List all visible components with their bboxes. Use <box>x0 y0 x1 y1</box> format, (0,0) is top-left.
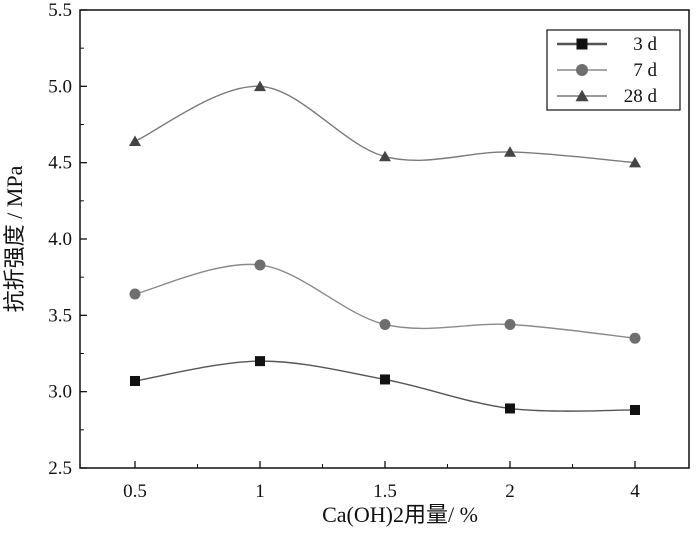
axis-ticks <box>80 9 636 469</box>
data-point <box>255 356 265 367</box>
x-tick-label: 4 <box>630 481 640 502</box>
legend: 3 d 7 d 28 d <box>546 29 681 111</box>
data-point <box>504 318 516 330</box>
data-point <box>630 404 640 415</box>
legend-label: 3 d <box>633 34 657 55</box>
x-tick-label: 1.5 <box>373 481 397 502</box>
data-point <box>130 375 140 386</box>
y-tick-label: 2.5 <box>48 458 72 479</box>
data-point <box>129 135 141 147</box>
data-point <box>629 332 641 344</box>
legend-label: 28 d <box>624 86 658 107</box>
y-tick-labels: 2.5 3.0 3.5 4.0 4.5 5.0 5.5 <box>48 0 72 479</box>
x-tick-label: 1 <box>255 481 265 502</box>
x-tick-label: 0.5 <box>123 481 147 502</box>
data-point <box>505 403 515 414</box>
series-markers <box>129 80 641 415</box>
legend-marker <box>576 64 588 76</box>
x-tick-labels: 0.5 1 1.5 2 4 <box>123 481 640 502</box>
y-tick-label: 3.5 <box>48 305 72 326</box>
series-line-0 <box>134 360 636 412</box>
data-point <box>380 374 390 385</box>
data-point <box>504 146 516 157</box>
legend-marker <box>575 89 589 102</box>
data-point <box>629 156 641 168</box>
legend-marker <box>576 38 588 50</box>
y-tick-label: 4.5 <box>48 153 72 174</box>
x-axis-title: Ca(OH)2用量/ % <box>322 502 478 527</box>
data-point <box>129 288 141 300</box>
y-tick-label: 4.0 <box>48 229 72 250</box>
series-curves <box>134 85 636 412</box>
x-tick-label: 2 <box>505 481 515 502</box>
y-tick-label: 5.0 <box>48 76 72 97</box>
data-point <box>379 318 391 330</box>
y-tick-label: 5.5 <box>48 0 72 21</box>
y-axis-title: 抗折强度 / MPa <box>2 165 27 312</box>
data-point <box>379 150 391 162</box>
legend-label: 7 d <box>633 60 657 81</box>
y-tick-label: 3.0 <box>48 382 72 403</box>
data-point <box>254 80 266 92</box>
data-point <box>254 259 266 271</box>
